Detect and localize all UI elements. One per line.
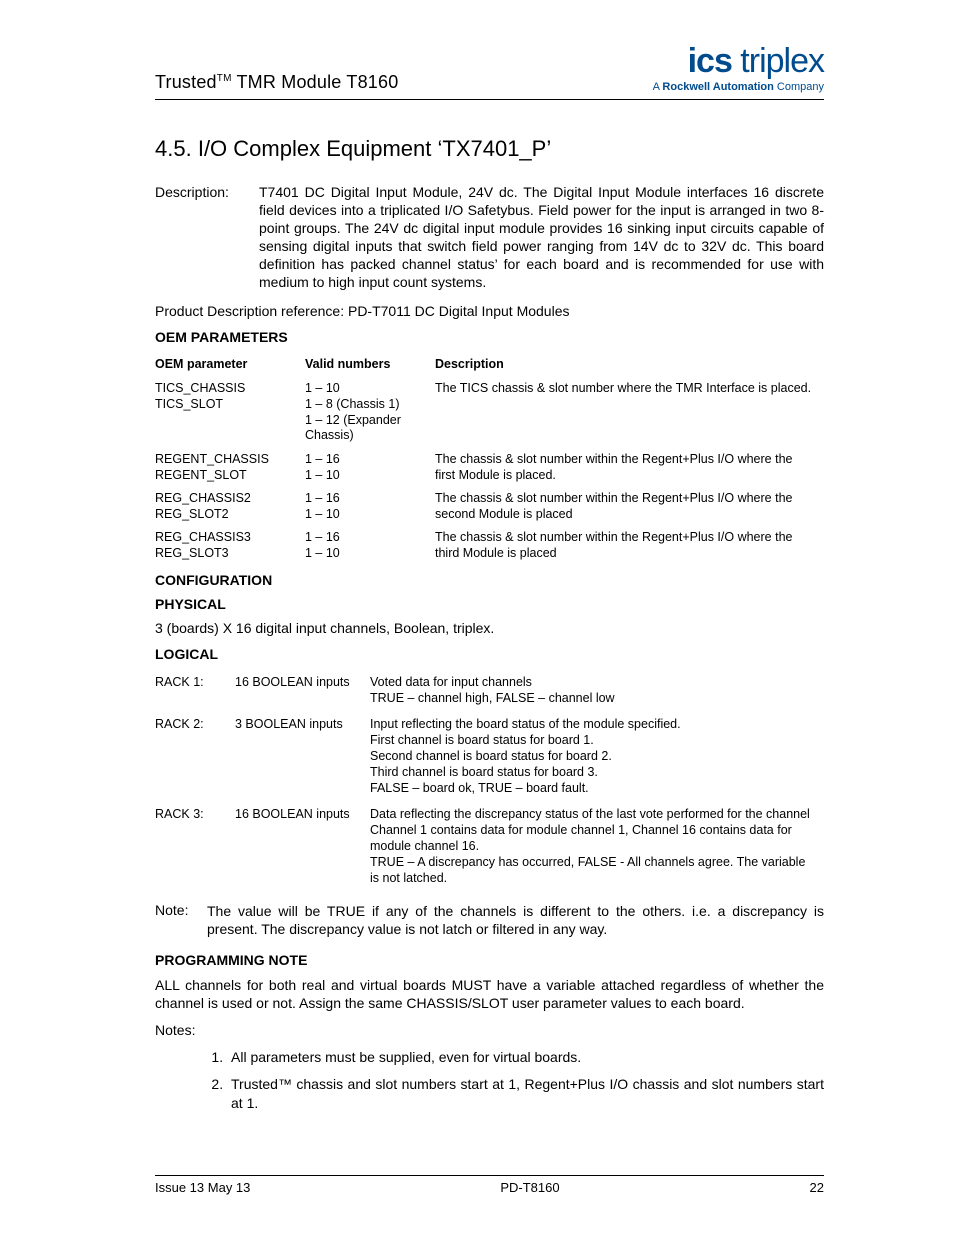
header-model: TMR Module T8160	[232, 72, 399, 92]
logical-type: 16 BOOLEAN inputs	[235, 802, 370, 892]
logo-tri: triplex	[732, 42, 824, 80]
oem-body: TICS_CHASSIS TICS_SLOT 1 – 10 1 – 8 (Cha…	[155, 377, 824, 565]
section-title: 4.5. I/O Complex Equipment ‘TX7401_P’	[155, 136, 824, 162]
table-row: RACK 2: 3 BOOLEAN inputs Input reflectin…	[155, 712, 824, 802]
oem-desc: The TICS chassis & slot number where the…	[435, 377, 824, 448]
oem-valid: 1 – 16 1 – 10	[305, 448, 435, 487]
table-row: RACK 3: 16 BOOLEAN inputs Data reflectin…	[155, 802, 824, 892]
oem-desc: The chassis & slot number within the Reg…	[435, 526, 824, 565]
table-row: REG_CHASSIS2 REG_SLOT2 1 – 16 1 – 10 The…	[155, 487, 824, 526]
reference-line: Product Description reference: PD-T7011 …	[155, 303, 824, 319]
note-row: Note: The value will be TRUE if any of t…	[155, 902, 824, 938]
oem-table: OEM parameter Valid numbers Description …	[155, 353, 824, 565]
logo-subtitle: A Rockwell Automation Company	[653, 81, 824, 93]
oem-param: TICS_CHASSIS TICS_SLOT	[155, 377, 305, 448]
list-item: Trusted™ chassis and slot numbers start …	[227, 1075, 824, 1113]
description-label: Description:	[155, 184, 259, 291]
table-row: REGENT_CHASSIS REGENT_SLOT 1 – 16 1 – 10…	[155, 448, 824, 487]
configuration-heading: CONFIGURATION	[155, 572, 824, 588]
oem-valid: 1 – 10 1 – 8 (Chassis 1) 1 – 12 (Expande…	[305, 377, 435, 448]
oem-desc: The chassis & slot number within the Reg…	[435, 487, 824, 526]
logical-desc: Voted data for input channels TRUE – cha…	[370, 670, 824, 712]
oem-desc: The chassis & slot number within the Reg…	[435, 448, 824, 487]
section-name: I/O Complex Equipment ‘TX7401_P’	[198, 136, 551, 161]
note-label: Note:	[155, 902, 207, 938]
physical-heading: PHYSICAL	[155, 596, 824, 612]
description-body: T7401 DC Digital Input Module, 24V dc. T…	[259, 184, 824, 291]
description-row: Description: T7401 DC Digital Input Modu…	[155, 184, 824, 291]
logical-type: 16 BOOLEAN inputs	[235, 670, 370, 712]
header-product: TrustedTM TMR Module T8160	[155, 72, 398, 93]
page-header: TrustedTM TMR Module T8160 ics triplex A…	[155, 44, 824, 100]
physical-body: 3 (boards) X 16 digital input channels, …	[155, 620, 824, 636]
logical-desc: Input reflecting the board status of the…	[370, 712, 824, 802]
table-row: REG_CHASSIS3 REG_SLOT3 1 – 16 1 – 10 The…	[155, 526, 824, 565]
notes-label: Notes:	[155, 1022, 824, 1038]
logical-table: RACK 1: 16 BOOLEAN inputs Voted data for…	[155, 670, 824, 892]
table-row: TICS_CHASSIS TICS_SLOT 1 – 10 1 – 8 (Cha…	[155, 377, 824, 448]
oem-col-valid: Valid numbers	[305, 353, 435, 377]
note-body: The value will be TRUE if any of the cha…	[207, 902, 824, 938]
header-product-line: Trusted	[155, 72, 217, 92]
logical-rack: RACK 3:	[155, 802, 235, 892]
section-number: 4.5.	[155, 136, 192, 161]
logical-desc: Data reflecting the discrepancy status o…	[370, 802, 824, 892]
oem-col-param: OEM parameter	[155, 353, 305, 377]
notes-list: All parameters must be supplied, even fo…	[155, 1048, 824, 1113]
oem-header-row: OEM parameter Valid numbers Description	[155, 353, 824, 377]
logical-rack: RACK 2:	[155, 712, 235, 802]
logical-type: 3 BOOLEAN inputs	[235, 712, 370, 802]
oem-valid: 1 – 16 1 – 10	[305, 526, 435, 565]
logical-heading: LOGICAL	[155, 646, 824, 662]
logo-sub-bold: Rockwell Automation	[662, 81, 773, 93]
page: TrustedTM TMR Module T8160 ics triplex A…	[0, 0, 954, 1235]
list-item: All parameters must be supplied, even fo…	[227, 1048, 824, 1067]
oem-col-desc: Description	[435, 353, 824, 377]
logo-main: ics triplex	[653, 44, 824, 78]
footer-left: Issue 13 May 13	[155, 1180, 250, 1195]
logo-sub-suffix: Company	[774, 81, 824, 93]
oem-param: REG_CHASSIS3 REG_SLOT3	[155, 526, 305, 565]
logical-rack: RACK 1:	[155, 670, 235, 712]
oem-param: REG_CHASSIS2 REG_SLOT2	[155, 487, 305, 526]
page-footer: Issue 13 May 13 PD-T8160 22	[155, 1175, 824, 1195]
logo: ics triplex A Rockwell Automation Compan…	[653, 44, 824, 93]
trademark: TM	[217, 73, 232, 84]
logo-ics: ics	[688, 42, 732, 80]
footer-center: PD-T8160	[500, 1180, 559, 1195]
programming-heading: PROGRAMMING NOTE	[155, 952, 824, 968]
oem-heading: OEM PARAMETERS	[155, 329, 824, 345]
programming-body: ALL channels for both real and virtual b…	[155, 976, 824, 1012]
table-row: RACK 1: 16 BOOLEAN inputs Voted data for…	[155, 670, 824, 712]
oem-param: REGENT_CHASSIS REGENT_SLOT	[155, 448, 305, 487]
logo-sub-prefix: A	[653, 81, 663, 93]
oem-valid: 1 – 16 1 – 10	[305, 487, 435, 526]
footer-right: 22	[810, 1180, 824, 1195]
